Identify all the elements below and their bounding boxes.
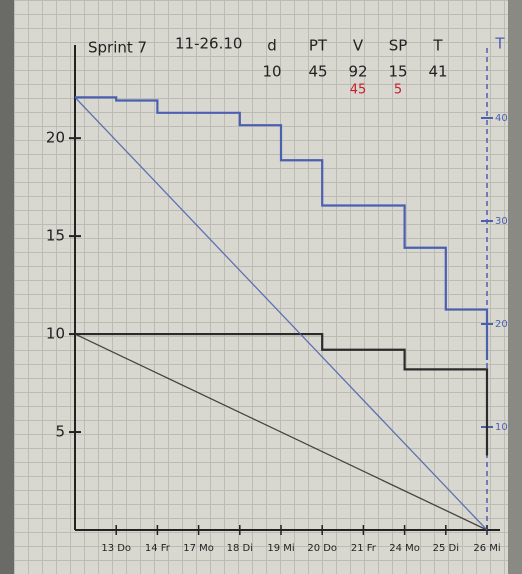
x-tick-label: 13 Do (101, 543, 131, 554)
x-tick-label: 19 Mi (267, 543, 294, 554)
photo-edge (508, 0, 522, 574)
stat-value: 10 (262, 63, 281, 81)
stat-correction: 5 (394, 83, 402, 98)
chart-title: Sprint 7 (88, 39, 147, 57)
stat-correction: 45 (350, 83, 367, 98)
stat-label: SP (389, 37, 408, 55)
ideal-line (74, 333, 488, 531)
x-tick-label: 17 Mo (183, 543, 214, 554)
stat-value: 41 (428, 63, 447, 81)
y2-tick-label: 20 (495, 319, 508, 330)
stat-label: d (267, 37, 277, 55)
burndown-line (75, 332, 489, 456)
x-tick-label: 21 Fr (351, 543, 377, 554)
stat-value: 15 (388, 63, 407, 81)
x-tick-label: 18 Di (227, 543, 253, 554)
stat-label: T (432, 37, 443, 55)
x-tick-label: 14 Fr (145, 543, 171, 554)
y2-tick-label: 40 (495, 113, 508, 124)
y-tick-label: 15 (46, 227, 65, 245)
chart-subtitle: 11-26.10 (175, 35, 242, 53)
photo-edge (0, 0, 14, 574)
y-tick-label: 5 (55, 423, 65, 441)
y2-tick-label: 30 (495, 216, 508, 227)
y2-title: T (494, 35, 505, 53)
stat-label: V (353, 37, 364, 55)
ideal-line (74, 96, 488, 531)
x-tick-label: 25 Di (433, 543, 459, 554)
stat-value: 92 (348, 63, 367, 81)
x-tick-label: 20 Do (307, 543, 337, 554)
y-tick-label: 10 (46, 325, 65, 343)
stat-label: PT (309, 37, 328, 55)
x-tick-label: 24 Mo (389, 543, 420, 554)
burndown-line (75, 96, 489, 361)
y-tick-label: 20 (46, 129, 65, 147)
x-tick-label: 26 Mi (473, 543, 500, 554)
y2-tick-label: 10 (495, 422, 508, 433)
stat-value: 45 (308, 63, 327, 81)
